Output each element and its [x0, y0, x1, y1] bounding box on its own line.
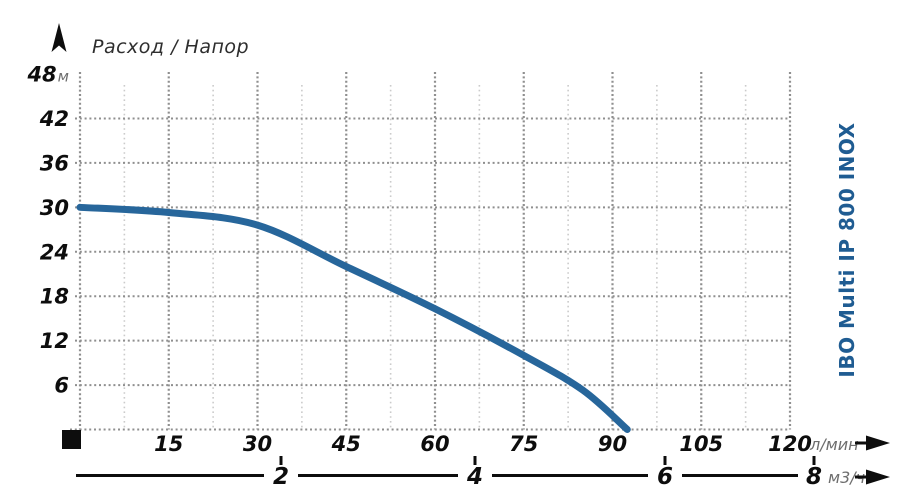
origin-square-marker: [62, 430, 81, 449]
grid-horizontal-lines: [70, 117, 790, 431]
x-tick-label: 15: [154, 432, 183, 456]
x-tick-label: 90: [598, 432, 627, 456]
x-tick-label: 75: [509, 432, 538, 456]
secondary-axis-tick: [812, 456, 816, 465]
secondary-axis-tick: [663, 456, 667, 465]
y-tick-label: 36: [40, 151, 69, 175]
y-tick-label: 30: [40, 196, 69, 220]
y-axis-up-arrow-icon: [51, 23, 67, 52]
x-axis-unit: л/мин: [809, 435, 859, 454]
pump-curve: [76, 203, 631, 433]
y-tick-label: 6: [54, 374, 69, 398]
y-tick-label: 18: [40, 285, 69, 309]
secondary-axis-tick: [473, 456, 477, 465]
y-tick-label: 24: [40, 240, 69, 264]
secondary-axis-tick: [279, 456, 283, 465]
product-name-label: IBO Multi IP 800 INOX: [835, 122, 859, 378]
x2-axis-arrow-icon: [855, 469, 890, 485]
secondary-x-axis: 2 4 6 8 м3/ч: [76, 456, 865, 490]
x2-tick-label: 6: [657, 464, 673, 490]
x2-tick-label: 8: [806, 464, 822, 490]
x2-tick-label: 4: [466, 464, 483, 490]
arrow-head: [866, 469, 890, 485]
x-tick-label: 45: [331, 432, 361, 456]
y-tick-label: 12: [40, 329, 69, 353]
y-axis-unit: м: [58, 68, 69, 86]
x2-tick-label: 2: [273, 464, 289, 490]
y-axis-tick-labels: 48м 42 36 30 24 18 12 6: [26, 63, 69, 398]
y-tick-label: 48м: [26, 63, 69, 87]
x-axis-arrow-icon: [855, 435, 890, 451]
arrow-head: [866, 435, 890, 451]
chart-title: Расход / Напор: [92, 36, 250, 58]
x-tick-label: 60: [420, 432, 449, 456]
x-tick-label: 30: [243, 432, 272, 456]
x2-axis-unit: м3/ч: [828, 468, 865, 487]
y-tick-label: 42: [39, 107, 69, 131]
x-tick-label: 105: [679, 432, 723, 456]
x-tick-label: 120: [768, 432, 812, 456]
